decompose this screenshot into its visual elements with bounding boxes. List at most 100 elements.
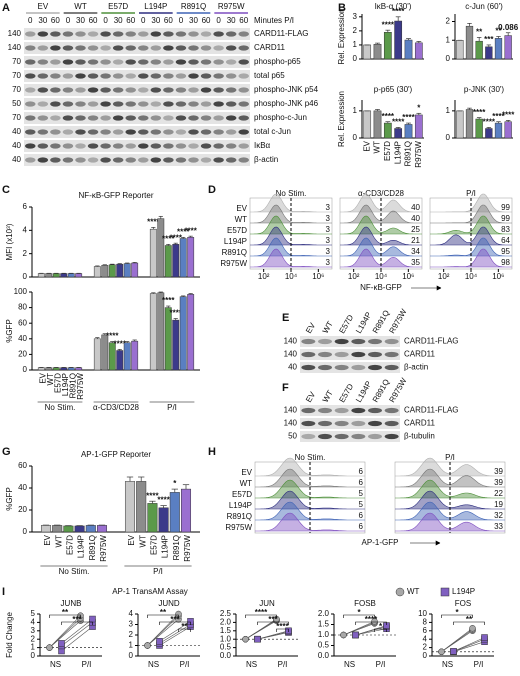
- blot-band: [138, 31, 149, 37]
- blot-band: [175, 115, 187, 121]
- blot-band: [188, 59, 199, 65]
- bar: [131, 262, 139, 278]
- blot-band: [100, 59, 111, 65]
- bar: [172, 319, 180, 371]
- blot-band: [112, 59, 124, 65]
- significance: ****: [382, 112, 395, 121]
- bar: [93, 338, 101, 371]
- percent-label: 6: [359, 467, 364, 476]
- blot-band: [175, 143, 187, 149]
- blot-label: CARD11: [404, 419, 436, 428]
- bracket: [441, 614, 473, 618]
- blot-band: [238, 157, 249, 163]
- blot-band: [112, 129, 124, 135]
- y-axis-label: Rel. Expression: [337, 8, 346, 64]
- blot-band: [25, 157, 36, 163]
- panel-label: F: [282, 382, 289, 394]
- blot-band: [62, 45, 74, 51]
- blot-label: CARD11-FLAG: [404, 337, 459, 346]
- y-tick-label: 2: [31, 634, 36, 643]
- blot-band: [175, 73, 187, 79]
- histogram: [250, 215, 332, 235]
- mw-marker: 50: [12, 99, 21, 108]
- blot-band: [351, 407, 366, 414]
- bar: [394, 128, 403, 139]
- x-tick-label: P/I: [167, 403, 177, 412]
- blot-band: [368, 364, 382, 371]
- row-label: R975W: [225, 523, 252, 532]
- blot-band: [318, 338, 332, 345]
- significance: ****: [483, 118, 496, 127]
- y-tick-label: 2: [23, 249, 28, 258]
- blot-band: [75, 115, 86, 121]
- pair-line: [355, 625, 387, 636]
- row-label: R891Q: [227, 512, 252, 521]
- blot-band: [163, 115, 174, 121]
- y-tick-label: 3: [129, 620, 134, 629]
- blot-strip: [24, 42, 250, 54]
- percent-label: 99: [501, 214, 510, 223]
- y-tick-label: 0.0: [318, 651, 330, 660]
- column-title: No Stim.: [276, 189, 307, 198]
- bracket: [355, 621, 387, 625]
- significance: **: [476, 28, 483, 37]
- y-tick-label: 0: [129, 651, 134, 660]
- blot-band: [351, 433, 366, 440]
- blot-band: [188, 129, 199, 135]
- histogram: [255, 457, 365, 477]
- percent-label: 6: [359, 511, 364, 520]
- percent-label: 25: [411, 225, 420, 234]
- blot-band: [112, 143, 124, 149]
- blot-band: [25, 101, 36, 107]
- significance: *: [379, 622, 383, 631]
- series-label: R975W: [99, 535, 108, 562]
- blot-band: [138, 59, 149, 65]
- y-tick-label: 80: [18, 303, 27, 312]
- time-label: 30: [189, 16, 198, 25]
- bar: [67, 273, 75, 278]
- blot-band: [112, 73, 124, 79]
- column-title: P/I: [466, 189, 476, 198]
- pair-line: [343, 621, 375, 636]
- blot-band: [238, 45, 249, 51]
- blot-band: [87, 87, 99, 93]
- blot-band: [188, 45, 199, 51]
- blot-band: [213, 73, 224, 79]
- bar: [414, 42, 423, 60]
- histogram: [340, 248, 422, 268]
- time-label: 60: [89, 16, 98, 25]
- bar: [179, 296, 187, 371]
- blot-band: [100, 31, 111, 37]
- bracket: [147, 614, 179, 618]
- bar: [52, 525, 63, 533]
- percent-label: 40: [411, 214, 420, 223]
- significance: ****: [170, 309, 183, 318]
- x-tick-label: WT: [373, 141, 382, 154]
- y-tick-label: 6: [423, 626, 428, 635]
- y-tick-label: 0: [23, 527, 28, 536]
- x-tick-label: P/I: [278, 660, 288, 669]
- significance: ****: [492, 112, 505, 121]
- y-tick-label: 1: [31, 643, 36, 652]
- bar: [485, 46, 493, 60]
- blot-band: [125, 157, 136, 163]
- significance: ****: [365, 615, 378, 624]
- point: [242, 635, 249, 643]
- blot-band: [188, 101, 199, 107]
- blot-band: [25, 129, 36, 135]
- pair-line: [159, 624, 191, 644]
- histogram: [250, 237, 332, 257]
- pair-line: [453, 638, 485, 652]
- time-label: 0: [141, 16, 146, 25]
- bracket: [257, 621, 289, 625]
- blot-band: [87, 115, 99, 121]
- x-axis-label: AP-1-GFP: [362, 538, 399, 547]
- mw-marker: 140: [284, 419, 298, 428]
- bar: [75, 367, 83, 371]
- blot-band: [351, 364, 366, 371]
- blot-band: [37, 59, 49, 65]
- significance: ****: [184, 226, 197, 235]
- blot-band: [384, 433, 399, 440]
- percent-label: 19: [494, 500, 503, 509]
- x-tick-label: P/I: [82, 660, 92, 669]
